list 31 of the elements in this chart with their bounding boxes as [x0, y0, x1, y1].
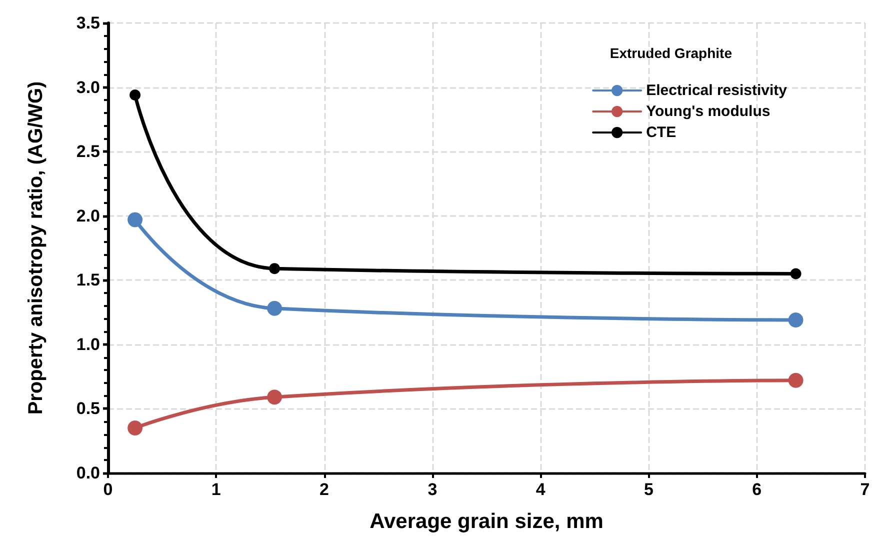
x-tick-label: 7	[860, 480, 870, 499]
x-tick-label: 3	[428, 480, 438, 499]
x-tick-label: 1	[211, 480, 221, 499]
legend-label: CTE	[646, 124, 676, 141]
y-tick-label: 1.0	[76, 334, 100, 354]
point	[267, 390, 282, 405]
y-tick-label: 1.5	[76, 270, 100, 290]
y-tick-label: 2.5	[76, 142, 100, 162]
y-tick-label: 3.0	[76, 78, 100, 97]
x-tick-label: 6	[752, 480, 762, 499]
x-tick-label: 4	[536, 480, 546, 499]
x-axis-title: Average grain size, mm	[370, 510, 604, 533]
y-axis-title: Property anisotropy ratio, (AG/WG)	[25, 81, 47, 415]
x-tick-label: 2	[320, 480, 330, 499]
point	[788, 312, 804, 328]
y-tick-label: 0.0	[76, 464, 100, 482]
point	[130, 90, 141, 100]
y-tick-label: 0.5	[76, 399, 100, 418]
x-tick-label: 0	[103, 480, 113, 499]
legend-label: Young's modulus	[646, 103, 770, 120]
legend-label: Electrical resistivity	[646, 82, 788, 99]
y-tick-label: 3.5	[76, 14, 100, 32]
point	[790, 268, 802, 280]
point	[128, 212, 143, 228]
point	[128, 420, 143, 436]
x-tick-label: 5	[644, 480, 654, 499]
legend-title: Extruded Graphite	[610, 45, 732, 61]
point	[267, 300, 282, 316]
point	[788, 372, 804, 388]
y-tick-label: 2.0	[76, 206, 100, 226]
point	[269, 263, 280, 274]
